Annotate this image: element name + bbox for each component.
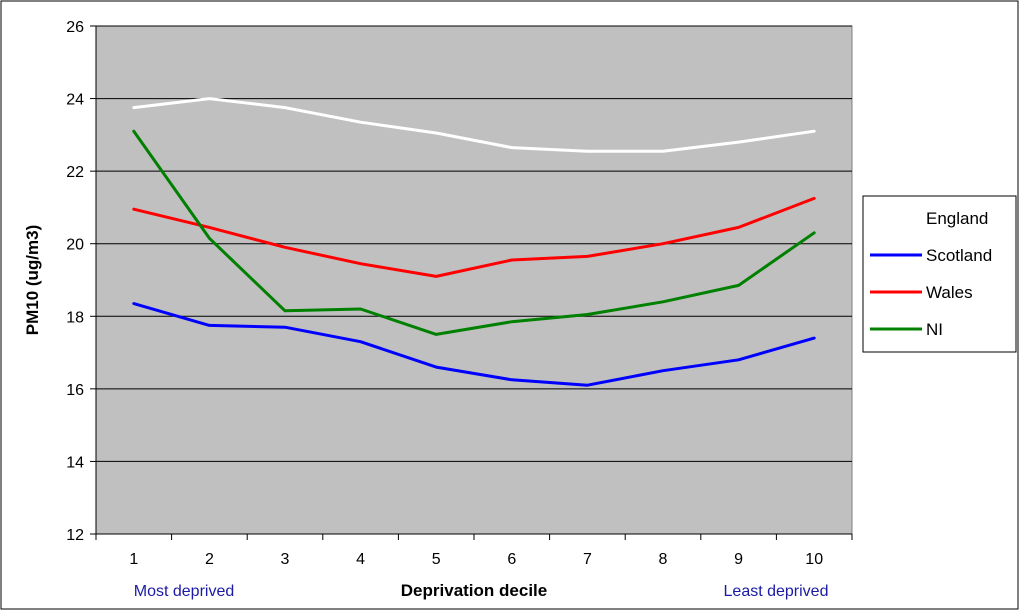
y-tick-label-22: 22 [66,164,84,181]
legend-items: England Scotland Wales NI [870,209,992,339]
legend-box [862,195,1017,353]
series-line-wales [132,196,816,278]
gridlines [96,25,852,462]
series-line-scotland [132,302,816,387]
y-tick-label-20: 20 [66,237,84,254]
legend: England Scotland Wales NI [862,195,1017,353]
least-deprived-annotation: Least deprived [724,583,829,600]
y-axis-ticks: 12 14 16 18 20 22 24 26 [66,19,96,544]
series-lines [132,97,816,387]
x-tick-label-4: 4 [356,551,365,568]
x-tick-label-8: 8 [659,551,668,568]
legend-label-scotland: Scotland [926,246,992,265]
plot-area [95,25,853,535]
x-tick-label-1: 1 [129,551,138,568]
y-axis-title: PM10 (ug/m3) [23,225,42,336]
x-tick-label-10: 10 [805,551,823,568]
y-tick-label-18: 18 [66,309,84,326]
legend-label-ni: NI [926,320,943,339]
x-axis-ticks: 1 2 3 4 5 6 7 8 9 10 [95,534,853,568]
x-tick-label-6: 6 [507,551,516,568]
x-tick-label-7: 7 [583,551,592,568]
x-tick-label-9: 9 [734,551,743,568]
y-tick-label-14: 14 [66,454,84,471]
x-tick-label-2: 2 [205,551,214,568]
legend-label-wales: Wales [926,283,973,302]
x-tick-label-5: 5 [432,551,441,568]
y-tick-label-12: 12 [66,527,84,544]
x-tick-label-3: 3 [281,551,290,568]
x-axis-title: Deprivation decile [401,581,547,600]
most-deprived-annotation: Most deprived [134,583,235,600]
y-tick-label-26: 26 [66,19,84,36]
legend-label-england: England [926,209,988,228]
series-line-england [132,97,816,153]
series-line-ni [132,129,816,336]
y-tick-label-16: 16 [66,382,84,399]
y-tick-label-24: 24 [66,92,84,109]
